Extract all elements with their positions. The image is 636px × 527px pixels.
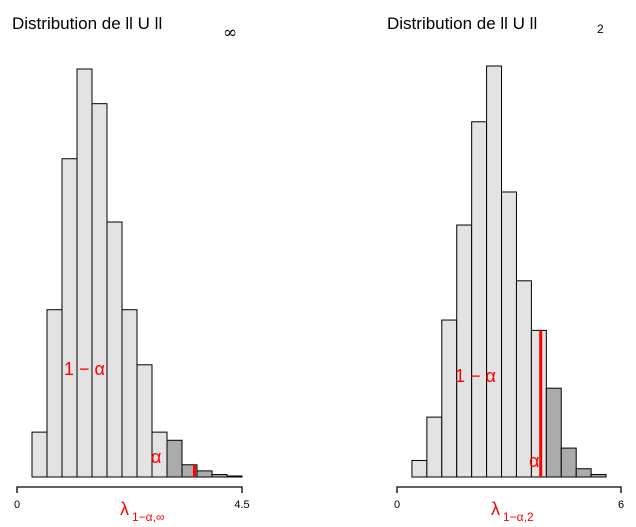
tail-bar [575, 468, 592, 478]
tail-bar [166, 439, 183, 478]
x-tick-label-min: 0 [394, 499, 400, 511]
annotation-body-probability: 1 − α [455, 366, 496, 386]
x-axis-line [16, 486, 243, 493]
x-axis-line [396, 486, 622, 493]
histogram-bar [106, 221, 123, 478]
x-tick-label-min: 0 [14, 499, 20, 511]
annotation-body-probability: 1 − α [64, 359, 105, 379]
histogram-bar [471, 121, 488, 478]
tail-bar [545, 387, 562, 478]
chart-title-subscript-infinity: ∞ [223, 23, 237, 43]
histogram-bar [501, 191, 517, 478]
chart-title-infinity: Distribution de ll U ll [12, 14, 162, 33]
histogram-bar [441, 319, 458, 478]
quantile-subscript-infinity: 1−α,∞ [132, 510, 165, 524]
histogram-bar [91, 103, 108, 478]
histogram-bar [76, 68, 93, 478]
quantile-symbol-infinity: λ [120, 499, 129, 519]
tail-bar [590, 474, 607, 478]
x-axis-euclidean [396, 486, 622, 493]
quantile-symbol-euclidean: λ [491, 499, 500, 519]
histogram-bar [121, 309, 138, 478]
histogram-bar [136, 364, 153, 478]
histogram-bar [411, 459, 428, 478]
tail-bar [196, 470, 213, 478]
histogram-bar [61, 158, 78, 478]
tail-bar [211, 474, 228, 478]
tail-bar [560, 447, 577, 478]
bars-euclidean [411, 65, 607, 478]
histogram-bar [426, 416, 443, 478]
histogram-bar [456, 224, 473, 478]
tail-bar [226, 475, 243, 478]
histogram-bar [31, 431, 48, 478]
histogram-bar [486, 65, 503, 478]
histogram-infinity-norm: Distribution de ll U ll ∞ 0 4.5 1 − α α … [12, 14, 250, 524]
x-tick-label-max: 6 [618, 499, 624, 511]
histogram-bar [515, 280, 532, 478]
histogram-euclidean-norm: Distribution de ll U ll 2 0 6 1 − α α λ … [387, 14, 624, 524]
chart-title-subscript-euclidean: 2 [597, 22, 604, 36]
histogram-bar [46, 309, 63, 478]
x-axis-infinity [16, 486, 243, 493]
x-tick-label-max: 4.5 [234, 499, 249, 511]
quantile-subscript-euclidean: 1−α,2 [503, 510, 534, 524]
annotation-tail-probability: α [151, 447, 161, 467]
chart-title-euclidean: Distribution de ll U ll [387, 14, 537, 33]
bars-infinity [31, 68, 243, 478]
annotation-tail-probability: α [529, 451, 539, 471]
